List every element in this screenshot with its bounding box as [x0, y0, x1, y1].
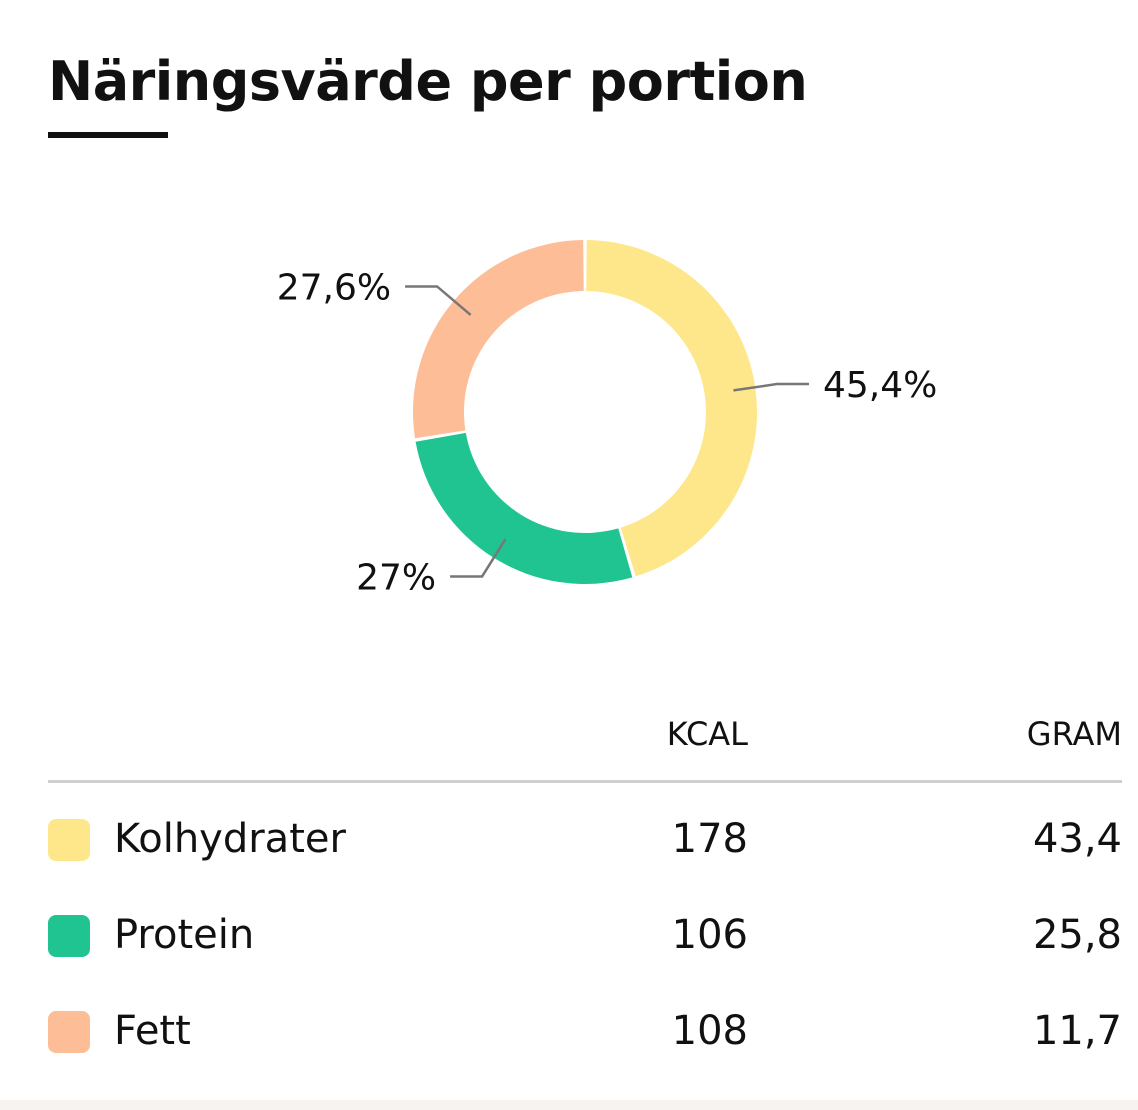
row-gram: 43,4: [1032, 816, 1122, 862]
pct-label-protein: 27%: [356, 557, 436, 598]
row-kcal: 178: [671, 816, 748, 862]
bottom-strip: [0, 1100, 1138, 1110]
leader-line-protein: [450, 538, 507, 578]
row-name: Protein: [114, 912, 255, 958]
row-kcal: 108: [671, 1008, 748, 1054]
leader-line-fett: [405, 285, 472, 316]
table-row-kolhydrater: Kolhydrater 178 43,4: [48, 791, 1122, 887]
donut-slice-kolhydrater: [586, 240, 757, 577]
leader-line-kolhydrater: [733, 382, 809, 392]
kolhydrater-swatch: [48, 819, 90, 861]
donut-slice-protein: [415, 432, 633, 584]
row-name: Fett: [114, 1008, 191, 1054]
gram-header: GRAM: [1026, 715, 1122, 753]
fett-swatch: [48, 1011, 90, 1053]
row-gram: 25,8: [1032, 912, 1122, 958]
table-row-fett: Fett 108 11,7: [48, 983, 1122, 1079]
table-header: KCAL GRAM: [48, 700, 1122, 783]
table-row-protein: Protein 106 25,8: [48, 887, 1122, 983]
title-underline: [48, 132, 168, 138]
donut-slice-fett: [412, 240, 584, 439]
page-title: Näringsvärde per portion: [48, 50, 808, 113]
row-kcal: 106: [671, 912, 748, 958]
pct-label-fett: 27,6%: [277, 267, 391, 308]
row-name: Kolhydrater: [114, 816, 346, 862]
row-gram: 11,7: [1032, 1008, 1122, 1054]
donut-chart: 45,4% 27% 27,6%: [277, 240, 937, 598]
kcal-header: KCAL: [666, 715, 748, 753]
protein-swatch: [48, 915, 90, 957]
nutrition-table: KCAL GRAM Kolhydrater 178 43,4 Protein 1…: [48, 700, 1122, 1079]
pct-label-kolhydrater: 45,4%: [823, 365, 937, 406]
